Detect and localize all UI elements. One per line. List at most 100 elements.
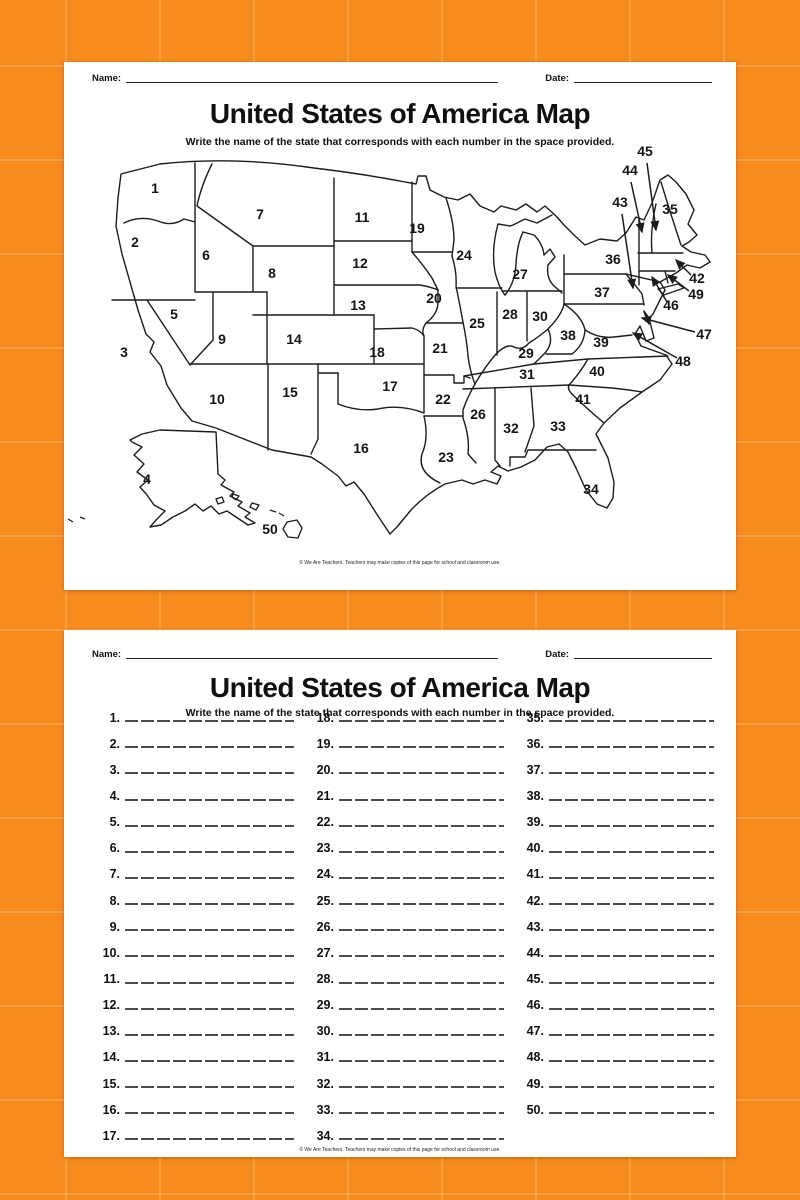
state-number-5: 5: [170, 306, 178, 322]
answer-column-3: 35. 36. 37. 38. 39. 40. 41. 42. 43. 44. 45. 46. 47. 4…: [516, 700, 714, 1118]
answer-number: 30.: [316, 1024, 334, 1039]
state-number-28: 28: [502, 306, 518, 322]
state-number-8: 8: [268, 265, 276, 281]
copyright-footer: © We Are Teachers. Teachers may make cop…: [299, 1147, 501, 1153]
answer-blank-line: [125, 746, 294, 749]
answer-number: 37.: [526, 762, 544, 777]
answer-blank-line: [339, 929, 504, 932]
state-number-29: 29: [518, 345, 534, 361]
answer-number: 3.: [109, 762, 120, 777]
callout-arrow-47: [640, 315, 696, 333]
answer-number: 48.: [526, 1050, 544, 1065]
answer-blank-line: [339, 746, 504, 749]
answer-row: 21.: [306, 778, 504, 804]
answer-number: 23.: [316, 841, 334, 856]
answer-number: 11.: [103, 972, 120, 987]
answer-blank-line: [549, 1007, 714, 1010]
answer-blank-line: [549, 1059, 714, 1062]
answer-row: 9.: [92, 909, 294, 935]
answer-blank-line: [339, 720, 504, 723]
page-title: United States of America Map: [209, 672, 591, 703]
answer-row: 35.: [516, 700, 714, 726]
answer-row: 12.: [92, 988, 294, 1014]
answer-row: 38.: [516, 778, 714, 804]
answer-row: 7.: [92, 857, 294, 883]
answer-number: 25.: [316, 893, 334, 908]
answer-row: 34.: [306, 1118, 504, 1144]
state-number-1: 1: [151, 180, 159, 196]
answer-blank-line: [125, 850, 294, 853]
answer-number: 1.: [109, 710, 120, 725]
answer-number: 50.: [526, 1102, 544, 1117]
answer-number: 34.: [316, 1128, 334, 1143]
answer-blank-line: [339, 903, 504, 906]
worksheet-page-map: Name: Date: United States of America Map…: [64, 62, 736, 590]
answer-column-2: 18. 19. 20. 21. 22. 23. 24. 25. 26. 27. 28. 29. 30. 3…: [306, 700, 504, 1144]
state-number-39: 39: [593, 334, 609, 350]
state-number-23: 23: [438, 449, 454, 465]
copyright-footer: © We Are Teachers. Teachers may make cop…: [299, 560, 501, 566]
callout-arrow-48: [631, 332, 678, 359]
state-number-33: 33: [550, 418, 566, 434]
answer-number: 43.: [526, 919, 544, 934]
answer-blank-line: [549, 1033, 714, 1036]
state-number-17: 17: [382, 378, 398, 394]
answer-blank-line: [125, 1033, 294, 1036]
state-number-6: 6: [202, 247, 210, 263]
answer-blank-line: [549, 1086, 714, 1089]
state-number-11: 11: [355, 209, 370, 225]
answer-number: 42.: [526, 893, 544, 908]
state-number-45: 45: [637, 143, 653, 159]
answer-number: 44.: [526, 945, 544, 960]
state-number-41: 41: [575, 391, 591, 407]
answer-row: 17.: [92, 1118, 294, 1144]
page-title: United States of America Map: [209, 98, 591, 129]
state-number-40: 40: [589, 363, 605, 379]
answer-row: 43.: [516, 909, 714, 935]
state-number-36: 36: [605, 251, 621, 267]
answer-row: 47.: [516, 1014, 714, 1040]
state-number-37: 37: [594, 284, 610, 300]
callout-arrow-49: [666, 274, 690, 292]
name-blank-line: [126, 648, 499, 659]
answer-number: 7.: [109, 867, 120, 882]
answer-number: 10.: [102, 945, 120, 960]
answer-number: 4.: [109, 789, 120, 804]
answer-row: 48.: [516, 1040, 714, 1066]
answer-number: 33.: [316, 1102, 334, 1117]
state-number-16: 16: [353, 440, 369, 456]
state-number-32: 32: [503, 420, 519, 436]
answer-row: 33.: [306, 1092, 504, 1118]
answer-blank-line: [125, 1007, 294, 1010]
answer-number: 8.: [109, 893, 120, 908]
answer-row: 23.: [306, 831, 504, 857]
answer-row: 50.: [516, 1092, 714, 1118]
answer-blank-line: [549, 850, 714, 853]
us-map-state-borders: [111, 162, 684, 484]
worksheet-page-answers: Name: Date: United States of America Map…: [64, 630, 736, 1157]
answer-number: 28.: [316, 972, 334, 987]
answer-number: 46.: [526, 998, 544, 1013]
answer-blank-line: [549, 903, 714, 906]
page-instructions: Write the name of the state that corresp…: [185, 136, 615, 148]
state-number-48: 48: [675, 353, 691, 369]
answer-number: 35.: [526, 710, 544, 725]
answer-blank-line: [549, 824, 714, 827]
state-number-13: 13: [350, 297, 366, 313]
answer-row: 1.: [92, 700, 294, 726]
answer-row: 30.: [306, 1014, 504, 1040]
answer-blank-line: [339, 1007, 504, 1010]
answer-row: 3.: [92, 752, 294, 778]
answer-number: 6.: [109, 841, 120, 856]
state-number-19: 19: [409, 220, 425, 236]
date-blank-line: [574, 72, 712, 83]
state-number-30: 30: [532, 308, 548, 324]
answer-number: 27.: [316, 945, 334, 960]
answer-blank-line: [125, 955, 294, 958]
state-number-2: 2: [131, 234, 139, 250]
answer-row: 2.: [92, 726, 294, 752]
answer-blank-line: [125, 1059, 294, 1062]
answer-blank-line: [339, 798, 504, 801]
answer-blank-line: [339, 824, 504, 827]
state-number-24: 24: [456, 247, 472, 263]
